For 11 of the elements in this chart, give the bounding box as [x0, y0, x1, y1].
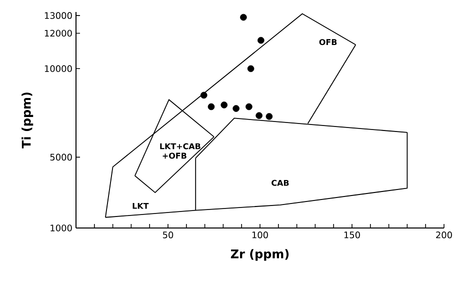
x-tick-label: 200	[436, 232, 452, 238]
y-tick-label: 13000	[44, 12, 72, 19]
y-axis-title: Ti (ppm)	[22, 92, 34, 148]
x-tick-label: 100	[252, 232, 268, 238]
y-tick-label: 1000	[50, 224, 72, 232]
y-tick-label: 12000	[44, 30, 72, 37]
y-tick-label: 10000	[44, 65, 72, 72]
y-tick-label: 5000	[50, 154, 72, 161]
x-axis-title: Zr (ppm)	[230, 249, 289, 261]
x-tick-label: 150	[344, 232, 360, 238]
x-tick-label: 50	[162, 232, 174, 238]
